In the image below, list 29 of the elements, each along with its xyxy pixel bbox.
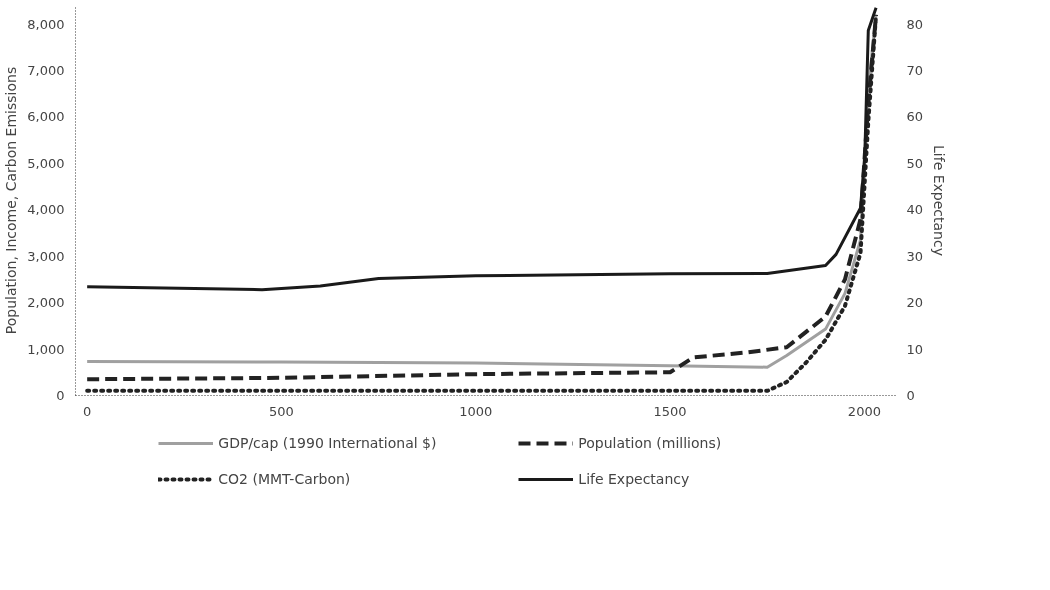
x-tick-label: 0	[83, 403, 92, 419]
x-tick-label: 1000	[459, 403, 493, 419]
y2-tick-label: 50	[906, 155, 924, 171]
y-tick-label: 2,000	[27, 295, 65, 311]
legend-label: Population (millions)	[578, 435, 723, 451]
legend-label: CO2 (MMT-Carbon)	[218, 471, 352, 487]
y-tick-label: 6,000	[27, 109, 65, 125]
y-tick-label: 8,000	[27, 16, 65, 32]
y2-axis-title: Life Expectancy	[931, 145, 948, 256]
y-tick-label: 3,000	[27, 248, 65, 264]
x-tick-label: 1500	[653, 403, 687, 419]
y2-tick-label: 30	[906, 248, 924, 264]
y2-tick-label: 0	[906, 388, 915, 403]
y2-tick-label: 10	[906, 341, 924, 357]
legend-label: GDP/cap (1990 International $)	[218, 435, 438, 451]
y2-tick-label: 60	[906, 109, 924, 125]
y2-tick-label: 20	[906, 295, 924, 311]
y-tick-label: 7,000	[27, 63, 65, 78]
y-tick-label: 1,000	[27, 341, 65, 357]
legend-label: Life Expectancy	[578, 471, 691, 487]
y-tick-label: 0	[56, 388, 65, 403]
y-tick-label: 4,000	[27, 202, 65, 218]
y-tick-label: 5,000	[27, 155, 65, 171]
y2-tick-label: 70	[906, 63, 924, 78]
y-axis-title: Population, Income, Carbon Emissions	[3, 66, 20, 335]
y2-tick-label: 80	[906, 16, 924, 32]
x-tick-label: 2000	[847, 403, 881, 419]
x-tick-label: 500	[269, 403, 294, 419]
y2-tick-label: 40	[906, 202, 924, 218]
